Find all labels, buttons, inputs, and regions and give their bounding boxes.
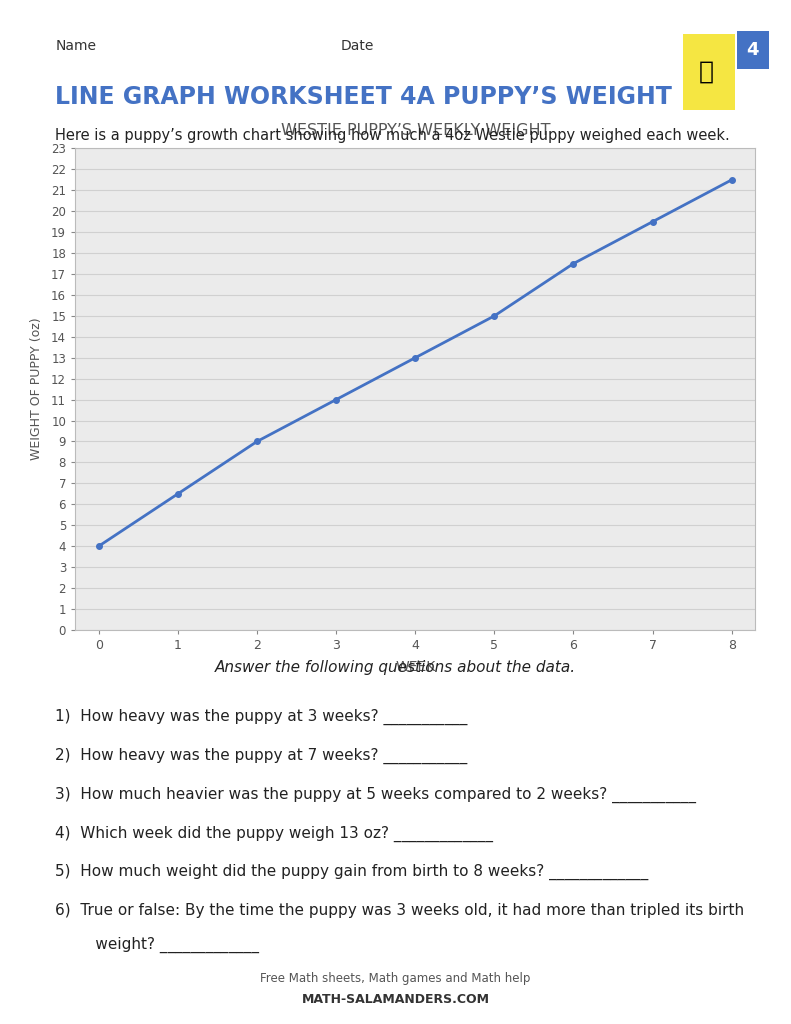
Text: 4: 4 — [747, 41, 759, 59]
Text: 4)  Which week did the puppy weigh 13 oz? _____________: 4) Which week did the puppy weigh 13 oz?… — [55, 825, 494, 842]
Text: Here is a puppy’s growth chart showing how much a 4oz Westie puppy weighed each : Here is a puppy’s growth chart showing h… — [55, 128, 730, 142]
Text: 2)  How heavy was the puppy at 7 weeks? ___________: 2) How heavy was the puppy at 7 weeks? _… — [55, 748, 467, 764]
Text: Name: Name — [55, 39, 97, 53]
Text: 5)  How much weight did the puppy gain from birth to 8 weeks? _____________: 5) How much weight did the puppy gain fr… — [55, 864, 649, 881]
Text: weight? _____________: weight? _____________ — [71, 937, 259, 953]
Title: WESTIE PUPPY’S WEEKLY WEIGHT: WESTIE PUPPY’S WEEKLY WEIGHT — [281, 123, 550, 137]
X-axis label: WEEK: WEEK — [396, 660, 435, 674]
Text: 1)  How heavy was the puppy at 3 weeks? ___________: 1) How heavy was the puppy at 3 weeks? _… — [55, 709, 467, 725]
Text: 6)  True or false: By the time the puppy was 3 weeks old, it had more than tripl: 6) True or false: By the time the puppy … — [55, 903, 744, 919]
Y-axis label: WEIGHT OF PUPPY (oz): WEIGHT OF PUPPY (oz) — [30, 317, 43, 461]
Bar — [736, 31, 769, 70]
Text: Date: Date — [340, 39, 373, 53]
Text: 🐆: 🐆 — [699, 59, 714, 83]
Text: MATH-SALAMANDERS.COM: MATH-SALAMANDERS.COM — [301, 992, 490, 1006]
Text: Answer the following questions about the data.: Answer the following questions about the… — [215, 660, 576, 676]
Text: Free Math sheets, Math games and Math help: Free Math sheets, Math games and Math he… — [260, 972, 531, 985]
Bar — [683, 34, 735, 111]
Text: LINE GRAPH WORKSHEET 4A PUPPY’S WEIGHT: LINE GRAPH WORKSHEET 4A PUPPY’S WEIGHT — [55, 85, 672, 110]
Text: 3)  How much heavier was the puppy at 5 weeks compared to 2 weeks? ___________: 3) How much heavier was the puppy at 5 w… — [55, 786, 696, 803]
